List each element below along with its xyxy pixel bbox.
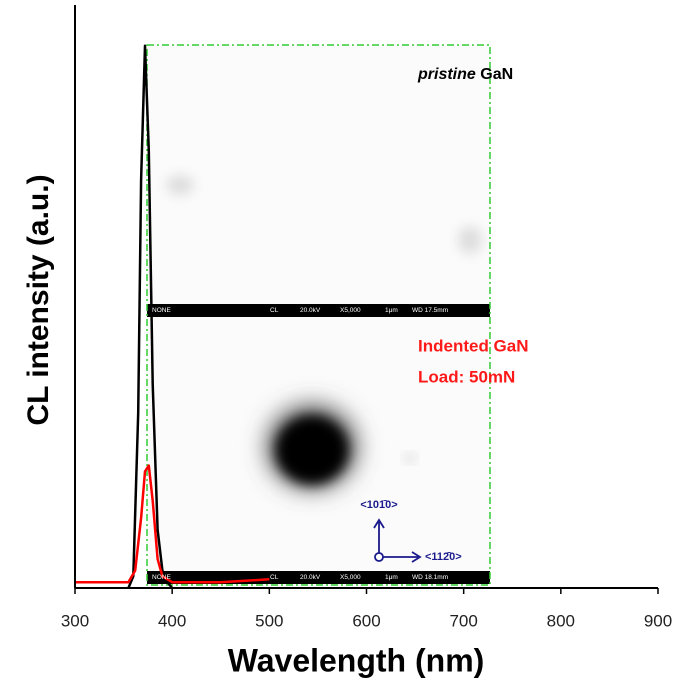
x-tick-label: 800 [547,611,575,630]
annotation: pristine GaN [417,66,513,83]
inset-frame [146,44,491,586]
sem-info: 1μm [385,307,398,314]
x-tick-label: 700 [449,611,477,630]
indent-blob-core [276,416,348,484]
sem-info: 1μm [385,574,398,581]
sem-info-bar [147,304,490,317]
x-tick-label: 600 [352,611,380,630]
series-line [127,44,174,589]
series-line [75,464,270,584]
inset-images [146,44,491,586]
direction-arrows [373,518,422,563]
direction-label: <101̄0> [360,499,397,511]
sem-info: CL [270,307,279,314]
x-axis-label: Wavelength (nm) [228,642,485,678]
plot-area [75,44,270,589]
speckle [166,175,194,195]
sem-info: WD 18.1mm [412,574,448,581]
annotation-rest: GaN [480,66,513,83]
sem-info: X5,000 [340,307,361,314]
sem-info: CL [270,574,279,581]
y-axis-label: CL intensity (a.u.) [22,174,55,425]
x-tick-label: 500 [255,611,283,630]
x-tick-label: 900 [644,611,672,630]
sem-info: WD 17.5mm [412,307,448,314]
sem-info: 20.0kV [300,307,321,314]
x-tick-label: 300 [61,611,89,630]
sem-info: NONE [152,574,171,581]
x-tick-label: 400 [158,611,186,630]
sem-info: NONE [152,307,171,314]
annotation-italic: pristine [417,66,476,83]
annotation: Load: 50mN [418,367,515,386]
direction-label: <112̄0> [425,551,462,563]
speckle [458,226,482,254]
annotation: Indented GaN [418,336,529,355]
sem-info: 20.0kV [300,574,321,581]
speckle [405,454,415,462]
sem-info: X5,000 [340,574,361,581]
